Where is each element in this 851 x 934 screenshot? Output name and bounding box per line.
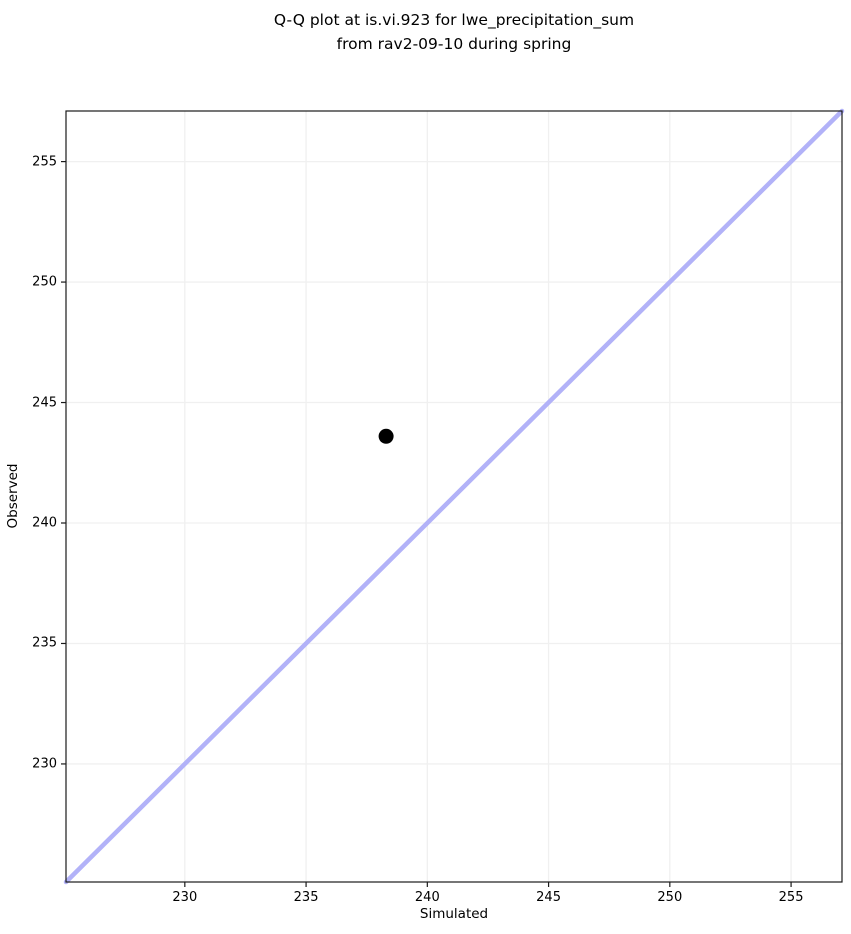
x-tick-label: 245 <box>536 890 561 905</box>
x-tick-label: 235 <box>293 890 319 905</box>
y-tick-label: 250 <box>32 274 57 290</box>
chart-title: Q-Q plot at is.vi.923 for lwe_precipitat… <box>66 9 842 56</box>
chart-title-line1: Q-Q plot at is.vi.923 for lwe_precipitat… <box>273 11 635 29</box>
y-tick-label: 245 <box>32 395 57 411</box>
y-tick-label: 240 <box>32 515 57 531</box>
x-tick-label: 255 <box>778 890 804 905</box>
y-axis-label: Observed <box>5 463 21 529</box>
x-tick-label: 240 <box>414 890 440 905</box>
x-tick-label: 250 <box>657 890 683 905</box>
y-tick-label: 235 <box>32 635 57 651</box>
x-tick-label: 230 <box>172 890 198 905</box>
y-tick-label: 255 <box>32 154 57 170</box>
chart-title-line2: from rav2-09-10 during spring <box>336 34 572 53</box>
x-axis-label: Simulated <box>419 906 489 922</box>
y-tick-label: 230 <box>32 756 57 772</box>
